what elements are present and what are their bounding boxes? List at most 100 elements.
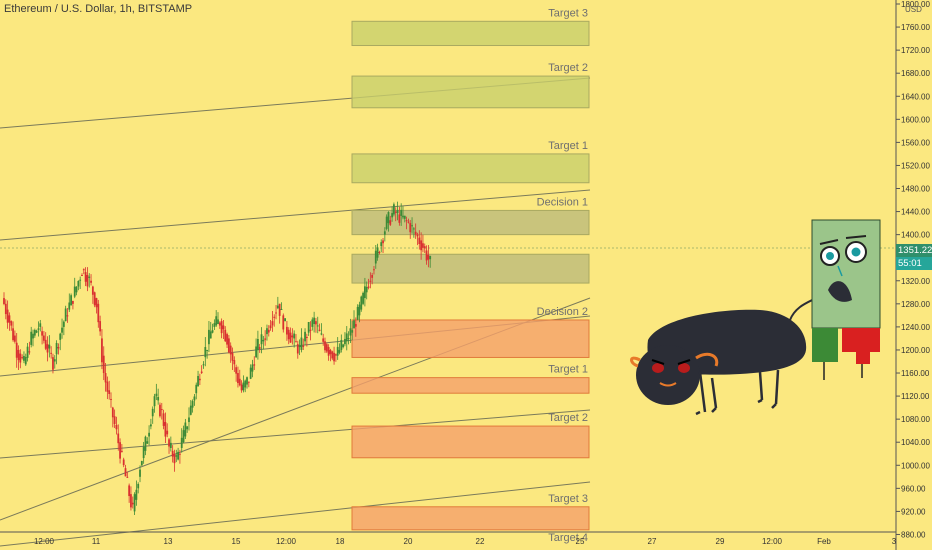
candle-body xyxy=(325,344,328,352)
candle-body xyxy=(93,292,96,306)
candle-body xyxy=(260,334,263,345)
candle-body xyxy=(97,303,100,323)
candle-body xyxy=(37,328,40,330)
candle-body xyxy=(135,489,138,500)
time-tick-label: 13 xyxy=(164,537,173,546)
time-tick-label: 27 xyxy=(648,537,657,546)
candle-body xyxy=(318,329,321,331)
candle-body xyxy=(215,316,218,326)
candle-body xyxy=(61,327,63,333)
candle-body xyxy=(276,305,279,309)
candle-body xyxy=(110,398,112,400)
candle-body xyxy=(233,360,236,365)
candle-body xyxy=(173,453,176,464)
candle-body xyxy=(39,323,42,327)
zone-box xyxy=(351,319,590,358)
candle-body xyxy=(179,453,181,455)
candle-body xyxy=(344,338,346,345)
candle-body xyxy=(151,408,154,417)
candle-body xyxy=(362,292,364,304)
zone-box xyxy=(351,425,590,459)
candle-body xyxy=(148,432,150,437)
candle-body xyxy=(324,341,326,351)
zone-label: Target 1 xyxy=(548,364,588,376)
candle-body xyxy=(378,251,381,253)
candle-body xyxy=(385,216,388,229)
candle-body xyxy=(140,460,143,466)
candle-body xyxy=(104,373,107,383)
candle-body xyxy=(293,333,296,339)
candle-body xyxy=(28,351,31,353)
candle-body xyxy=(280,308,283,310)
candle-body xyxy=(73,286,76,297)
time-tick-label: 12:00 xyxy=(762,537,783,546)
candle-body xyxy=(273,316,276,318)
candle-body xyxy=(168,439,170,447)
candle-body xyxy=(184,422,187,437)
candle-body xyxy=(52,357,54,370)
candle-body xyxy=(77,280,80,287)
candle-body xyxy=(160,409,163,411)
candle-body xyxy=(175,455,178,457)
price-tick-label: 1520.00 xyxy=(901,161,930,170)
candle-body xyxy=(315,321,317,325)
symbol-title: Ethereum / U.S. Dollar, 1h, BITSTAMP xyxy=(4,3,193,15)
candle-body xyxy=(253,364,256,366)
candle-body xyxy=(353,320,355,329)
price-tick-label: 1320.00 xyxy=(901,277,930,286)
time-tick-label: 20 xyxy=(404,537,413,546)
price-axis[interactable]: 880.00 920.00 960.00 1000.00 1040.00 1080.00 1… xyxy=(895,0,930,550)
candle-body xyxy=(358,304,361,316)
time-tick-label: 3 xyxy=(892,537,897,546)
candle-body xyxy=(102,355,105,374)
candle-body xyxy=(64,308,67,322)
time-tick-label: 15 xyxy=(232,537,241,546)
zone-label: Decision 2 xyxy=(537,306,588,318)
candle-body xyxy=(286,326,288,335)
time-tick-label: 11 xyxy=(92,537,101,546)
candle-body xyxy=(193,396,196,401)
candle-body xyxy=(131,502,134,505)
candle-body xyxy=(322,338,325,342)
candle-body xyxy=(425,250,428,261)
time-tick-label: Feb xyxy=(817,537,831,546)
candle-body xyxy=(204,347,207,358)
candle-body xyxy=(412,228,415,230)
price-tick-label: 920.00 xyxy=(901,507,926,516)
candle-body xyxy=(17,349,20,361)
candle-body xyxy=(320,333,323,335)
zone-box xyxy=(351,377,590,394)
currency-label: USD xyxy=(905,5,922,14)
candle-body xyxy=(182,430,185,443)
candle-body xyxy=(229,345,232,355)
candle-body xyxy=(21,357,24,359)
candle-body xyxy=(208,329,210,345)
candle-body xyxy=(41,331,43,336)
candle-body xyxy=(400,209,403,216)
zone-box xyxy=(351,506,590,531)
candle-body xyxy=(403,215,406,219)
candle-body xyxy=(124,468,127,477)
candle-body xyxy=(266,328,268,335)
candle-body xyxy=(398,214,401,223)
candle-body xyxy=(422,243,424,248)
time-axis[interactable]: 12:00 11 13 15 12:00 18 20 22 25 27 29 12:00 Feb 3 xyxy=(0,531,897,546)
candle-body xyxy=(307,321,310,333)
candle-body xyxy=(264,338,267,340)
candle-body xyxy=(356,306,359,320)
candle-body xyxy=(81,275,83,276)
candle-body xyxy=(393,204,395,215)
zone-label: Decision 1 xyxy=(537,196,588,208)
candle-body xyxy=(111,407,114,418)
candle-body xyxy=(429,256,432,260)
time-tick-label: 22 xyxy=(476,537,485,546)
candle-body xyxy=(240,384,243,391)
trend-lines xyxy=(0,77,896,547)
candle-body xyxy=(349,328,352,336)
candle-body xyxy=(351,330,354,333)
candle-body xyxy=(282,315,285,330)
time-tick-label: 18 xyxy=(336,537,345,546)
zone-label: Target 2 xyxy=(548,412,588,424)
candle-body xyxy=(155,393,158,397)
